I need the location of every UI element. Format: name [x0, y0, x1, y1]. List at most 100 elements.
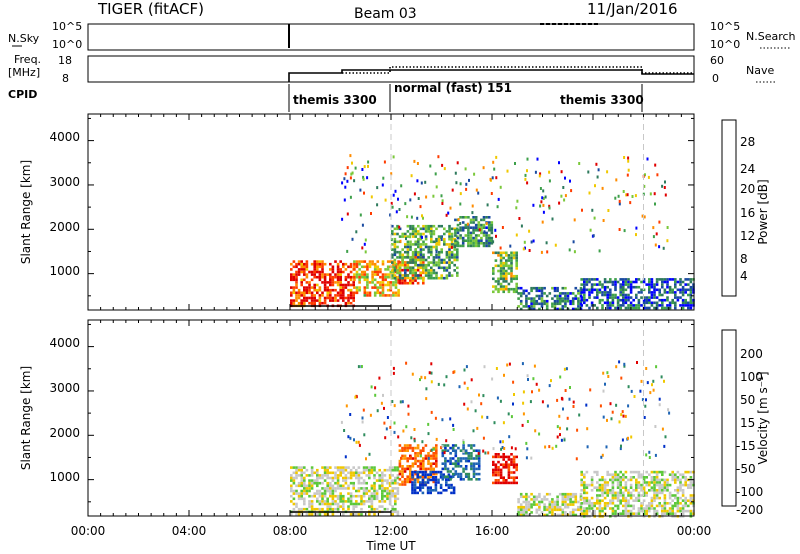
heatmap-cell: [434, 416, 437, 420]
heatmap-cell: [580, 470, 583, 474]
heatmap-cell: [421, 235, 423, 239]
heatmap-cell: [666, 285, 669, 289]
heatmap-cell: [540, 511, 544, 514]
heatmap-cell: [598, 301, 602, 305]
heatmap-cell: [383, 421, 386, 425]
heatmap-cell: [472, 231, 475, 235]
heatmap-cell: [643, 215, 646, 219]
heatmap-cell: [520, 224, 523, 228]
heatmap-cell: [363, 278, 367, 282]
heatmap-cell: [671, 504, 674, 508]
heatmap-cell: [538, 500, 541, 504]
heatmap-cell: [331, 487, 335, 490]
heatmap-cell: [300, 489, 303, 493]
heatmap-cell: [411, 230, 415, 233]
heatmap-cell: [661, 306, 664, 310]
heatmap-cell: [430, 248, 433, 251]
heatmap-cell: [461, 229, 465, 232]
heatmap-cell: [308, 288, 311, 292]
heatmap-cell: [598, 478, 602, 482]
heatmap-cell: [344, 487, 348, 490]
heatmap-cell: [406, 248, 410, 251]
heatmap-cell: [414, 235, 417, 238]
heatmap-cell: [579, 498, 583, 501]
heatmap-cell: [506, 169, 509, 173]
heatmap-cell: [358, 273, 361, 276]
heatmap-cell: [437, 491, 440, 495]
heatmap-cell: [648, 285, 651, 289]
heatmap-cell: [507, 256, 511, 260]
heatmap-cell: [532, 377, 535, 381]
heatmap-cell: [445, 269, 449, 272]
heatmap-cell: [545, 299, 549, 303]
heatmap-cell: [674, 496, 677, 500]
heatmap-cell: [373, 507, 376, 511]
heatmap-cell: [502, 453, 505, 456]
heatmap-cell: [386, 468, 389, 472]
heatmap-cell: [321, 273, 324, 276]
heatmap-cell: [326, 288, 329, 292]
heatmap-cell: [499, 471, 503, 474]
heatmap-cell: [411, 281, 415, 285]
heatmap-cell: [297, 260, 301, 263]
heatmap-cell: [432, 452, 435, 455]
heatmap-cell: [313, 471, 316, 475]
heatmap-cell: [392, 283, 395, 287]
heatmap-cell: [448, 261, 451, 264]
heatmap-cell: [519, 508, 523, 512]
heatmap-cell: [561, 305, 565, 308]
heatmap-cell: [474, 236, 478, 240]
heatmap-cell: [676, 499, 680, 502]
heatmap-cell: [336, 476, 340, 480]
heatmap-cell: [292, 291, 296, 295]
heatmap-cell: [318, 500, 322, 503]
heatmap-cell: [448, 232, 451, 236]
heatmap-cell: [462, 446, 465, 450]
heatmap-cell: [679, 278, 682, 281]
heatmap-cell: [310, 471, 314, 475]
heatmap-cell: [619, 291, 622, 294]
heatmap-cell: [357, 476, 361, 480]
heatmap-cell: [525, 513, 528, 517]
heatmap-cell: [530, 240, 533, 244]
heatmap-cell: [336, 474, 340, 477]
heatmap-cell: [424, 470, 427, 474]
heatmap-cell: [439, 470, 443, 474]
heatmap-cell: [538, 508, 541, 512]
heatmap-cell: [329, 283, 332, 287]
heatmap-cell: [329, 273, 332, 276]
heatmap-cell: [554, 243, 557, 247]
heatmap-cell: [561, 508, 565, 512]
heatmap-cell: [360, 471, 363, 475]
heatmap-cell: [440, 261, 443, 264]
heatmap-cell: [349, 291, 353, 295]
heatmap-cell: [492, 160, 495, 164]
heatmap-cell: [593, 504, 596, 508]
heatmap-cell: [417, 266, 420, 270]
heatmap-cell: [365, 492, 368, 495]
heatmap-cell: [368, 471, 371, 475]
heatmap-cell: [407, 412, 410, 416]
heatmap-cell: [352, 281, 355, 284]
heatmap-cell: [297, 466, 301, 469]
heatmap-cell: [355, 474, 358, 477]
heatmap-cell: [449, 459, 452, 463]
heatmap-cell: [629, 483, 633, 487]
heatmap-cell: [627, 159, 630, 163]
heatmap-cell: [496, 396, 499, 400]
heatmap-cell: [492, 272, 495, 275]
heatmap-cell: [502, 280, 505, 283]
heatmap-cell: [445, 213, 448, 217]
heatmap-cell: [522, 292, 526, 295]
heatmap-cell: [454, 171, 457, 175]
heatmap-cell: [381, 487, 384, 490]
heatmap-cell: [590, 304, 594, 307]
heatmap-cell: [416, 478, 420, 481]
heatmap-cell: [413, 439, 416, 443]
heatmap-cell: [640, 507, 643, 510]
heatmap-cell: [658, 489, 661, 492]
heatmap-cell: [650, 296, 654, 299]
heatmap-cell: [396, 250, 399, 254]
heatmap-cell: [300, 468, 303, 472]
heatmap-cell: [663, 379, 665, 383]
